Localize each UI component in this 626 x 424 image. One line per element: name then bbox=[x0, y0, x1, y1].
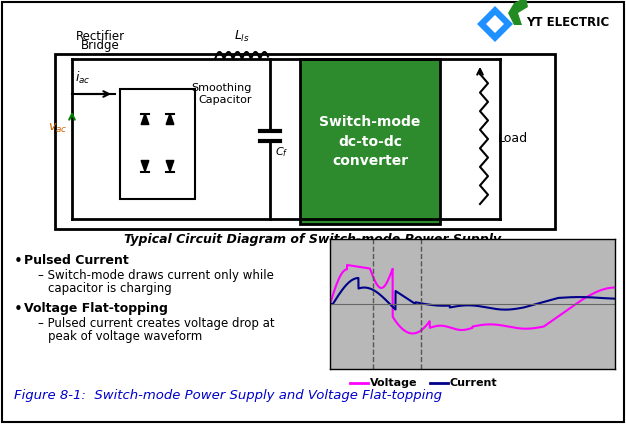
Text: $C_f$: $C_f$ bbox=[275, 145, 289, 159]
Polygon shape bbox=[486, 15, 504, 33]
Text: – Switch-mode draws current only while: – Switch-mode draws current only while bbox=[38, 269, 274, 282]
Text: peak of voltage waveform: peak of voltage waveform bbox=[48, 330, 202, 343]
Text: Current: Current bbox=[450, 378, 498, 388]
Text: Rectifier: Rectifier bbox=[76, 30, 125, 42]
Text: $i_{ac}$: $i_{ac}$ bbox=[75, 70, 91, 86]
Text: Load: Load bbox=[498, 132, 528, 145]
Bar bbox=[120, 89, 195, 199]
Text: Voltage: Voltage bbox=[370, 378, 418, 388]
Polygon shape bbox=[141, 114, 149, 125]
Polygon shape bbox=[141, 161, 149, 171]
Polygon shape bbox=[166, 161, 174, 171]
Bar bbox=[300, 59, 440, 224]
Text: – Pulsed current creates voltage drop at: – Pulsed current creates voltage drop at bbox=[38, 317, 275, 330]
Text: •: • bbox=[14, 254, 23, 269]
Polygon shape bbox=[166, 114, 174, 125]
Text: Bridge: Bridge bbox=[81, 39, 120, 53]
Text: $L_{ls}$: $L_{ls}$ bbox=[233, 29, 249, 44]
Polygon shape bbox=[477, 6, 513, 42]
Text: Voltage Flat-topping: Voltage Flat-topping bbox=[24, 302, 168, 315]
Polygon shape bbox=[508, 0, 528, 25]
Bar bbox=[55, 54, 555, 229]
Text: •: • bbox=[14, 302, 23, 317]
Text: Typical Circuit Diagram of Switch-mode Power Supply: Typical Circuit Diagram of Switch-mode P… bbox=[125, 232, 501, 245]
Text: $v_{ac}$: $v_{ac}$ bbox=[48, 122, 67, 135]
Text: YT ELECTRIC: YT ELECTRIC bbox=[526, 17, 609, 30]
Text: capacitor is charging: capacitor is charging bbox=[48, 282, 172, 295]
Text: Pulsed Current: Pulsed Current bbox=[24, 254, 129, 267]
Text: Smoothing
Capacitor: Smoothing Capacitor bbox=[192, 83, 252, 105]
Text: Switch-mode
dc-to-dc
converter: Switch-mode dc-to-dc converter bbox=[319, 115, 421, 168]
Text: Figure 8-1:  Switch-mode Power Supply and Voltage Flat-topping: Figure 8-1: Switch-mode Power Supply and… bbox=[14, 390, 442, 402]
